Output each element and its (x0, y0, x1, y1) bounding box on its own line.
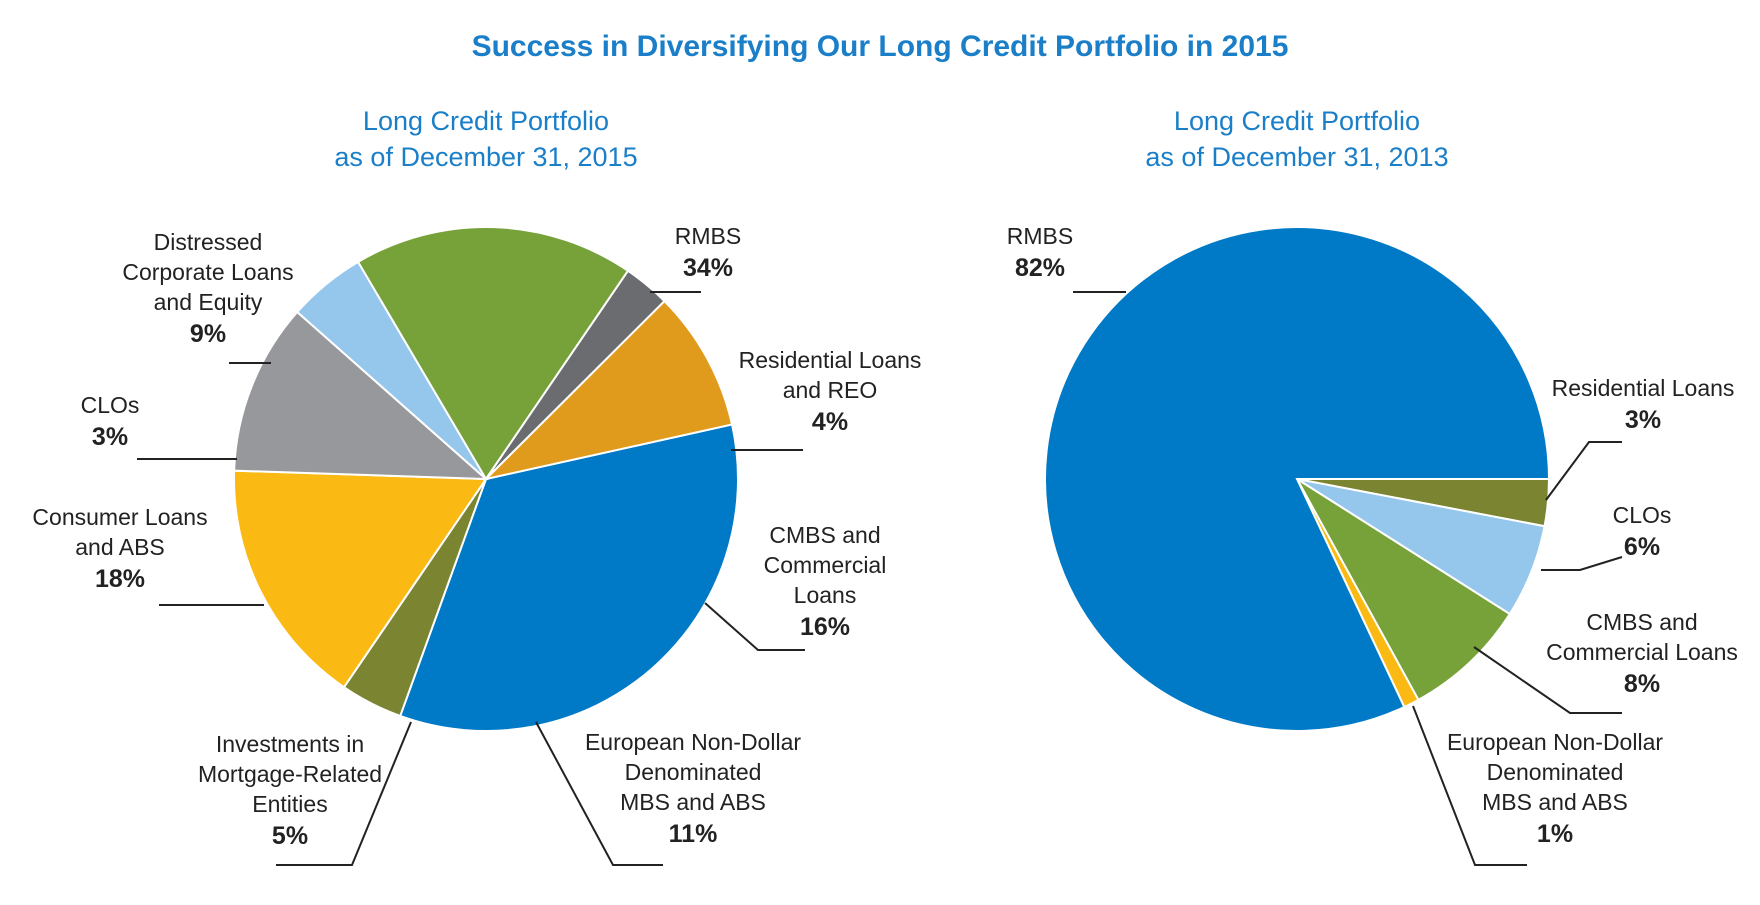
slice-label: Distressed Corporate Loans and Equity 9% (122, 229, 294, 364)
leader-line (1541, 556, 1623, 571)
pie-slice (482, 299, 734, 481)
slice-category-label: MBS and ABS (1482, 789, 1628, 815)
slice-category-label: CLOs (1613, 502, 1672, 528)
pie-slice (356, 226, 630, 481)
slice-percent-label: 3% (92, 423, 128, 451)
slice-category-label: and REO (783, 377, 878, 403)
slice-category-label: Investments in (216, 731, 364, 757)
chart-subtitle-line: Long Credit Portfolio (363, 106, 609, 136)
slice-percent-label: 11% (669, 820, 718, 848)
pie-chart-2013: Long Credit Portfolio as of December 31, … (1007, 106, 1738, 866)
slice-category-label: RMBS (675, 223, 741, 249)
slice-label: Investments in Mortgage-Related Entities 5% (198, 721, 412, 866)
slice-percent-label: 9% (190, 320, 226, 348)
slice-category-label: Residential Loans (739, 347, 922, 373)
slice-percent-label: 16% (800, 613, 850, 641)
slice-category-label: Entities (252, 791, 327, 817)
slice-percent-label: 5% (272, 822, 308, 850)
slice-category-label: Denominated (1487, 759, 1624, 785)
slice-label: RMBS 82% (1007, 223, 1126, 293)
slice-category-label: Commercial Loans (1546, 639, 1738, 665)
slice-label: Residential Loans and REO 4% (731, 347, 922, 451)
slice-label: CLOs 6% (1541, 502, 1672, 571)
slice-category-label: CMBS and (769, 522, 880, 548)
slice-label: Consumer Loans and ABS 18% (32, 504, 264, 606)
slice-label: RMBS 34% (650, 223, 741, 293)
slice-percent-label: 3% (1625, 406, 1661, 434)
leader-line (704, 602, 805, 651)
slice-percent-label: 6% (1624, 533, 1660, 561)
slice-percent-label: 1% (1537, 820, 1573, 848)
slice-percent-label: 82% (1015, 254, 1065, 282)
chart-subtitle-line: as of December 31, 2013 (1145, 142, 1448, 172)
slice-category-label: and ABS (75, 534, 165, 560)
slice-category-label: MBS and ABS (620, 789, 766, 815)
leader-line (1545, 441, 1622, 501)
leader-line (535, 721, 663, 866)
slice-category-label: Corporate Loans (122, 259, 293, 285)
slice-category-label: European Non-Dollar (1447, 729, 1663, 755)
slice-category-label: CMBS and (1586, 609, 1697, 635)
slice-category-label: Loans (794, 582, 857, 608)
slice-category-label: RMBS (1007, 223, 1073, 249)
slice-category-label: Residential Loans (1552, 375, 1735, 401)
slice-category-label: CLOs (81, 392, 140, 418)
figure-title: Success in Diversifying Our Long Credit … (472, 30, 1289, 63)
slice-category-label: and Equity (154, 289, 263, 315)
leader-line (276, 721, 412, 866)
pie-chart-2015: Long Credit Portfolio as of December 31, … (32, 106, 922, 866)
slice-category-label: Distressed (154, 229, 263, 255)
leader-line (1412, 705, 1527, 866)
slice-percent-label: 4% (812, 408, 848, 436)
slice-label: Residential Loans 3% (1545, 375, 1735, 501)
slice-label: CLOs 3% (81, 392, 237, 460)
pie-slice (233, 469, 488, 689)
slice-percent-label: 18% (95, 565, 145, 593)
slice-category-label: European Non-Dollar (585, 729, 801, 755)
pie-slice (398, 423, 739, 732)
slice-label: European Non-Dollar Denominated MBS and AB… (535, 721, 801, 866)
slice-category-label: Commercial (764, 552, 887, 578)
slice-category-label: Denominated (625, 759, 762, 785)
leader-line (1473, 646, 1622, 714)
slice-percent-label: 34% (683, 254, 733, 282)
slice-category-label: Consumer Loans (32, 504, 207, 530)
slice-label: European Non-Dollar Denominated MBS and AB… (1412, 705, 1663, 866)
pie-slice (1296, 478, 1512, 702)
chart-subtitle-line: as of December 31, 2015 (334, 142, 637, 172)
chart-subtitle-line: Long Credit Portfolio (1174, 106, 1420, 136)
slice-label: CMBS and Commercial Loans 16% (704, 522, 887, 651)
slice-category-label: Mortgage-Related (198, 761, 382, 787)
pie-slice (1044, 226, 1551, 732)
slice-percent-label: 8% (1624, 670, 1660, 698)
slice-label: CMBS and Commercial Loans 8% (1473, 609, 1738, 714)
